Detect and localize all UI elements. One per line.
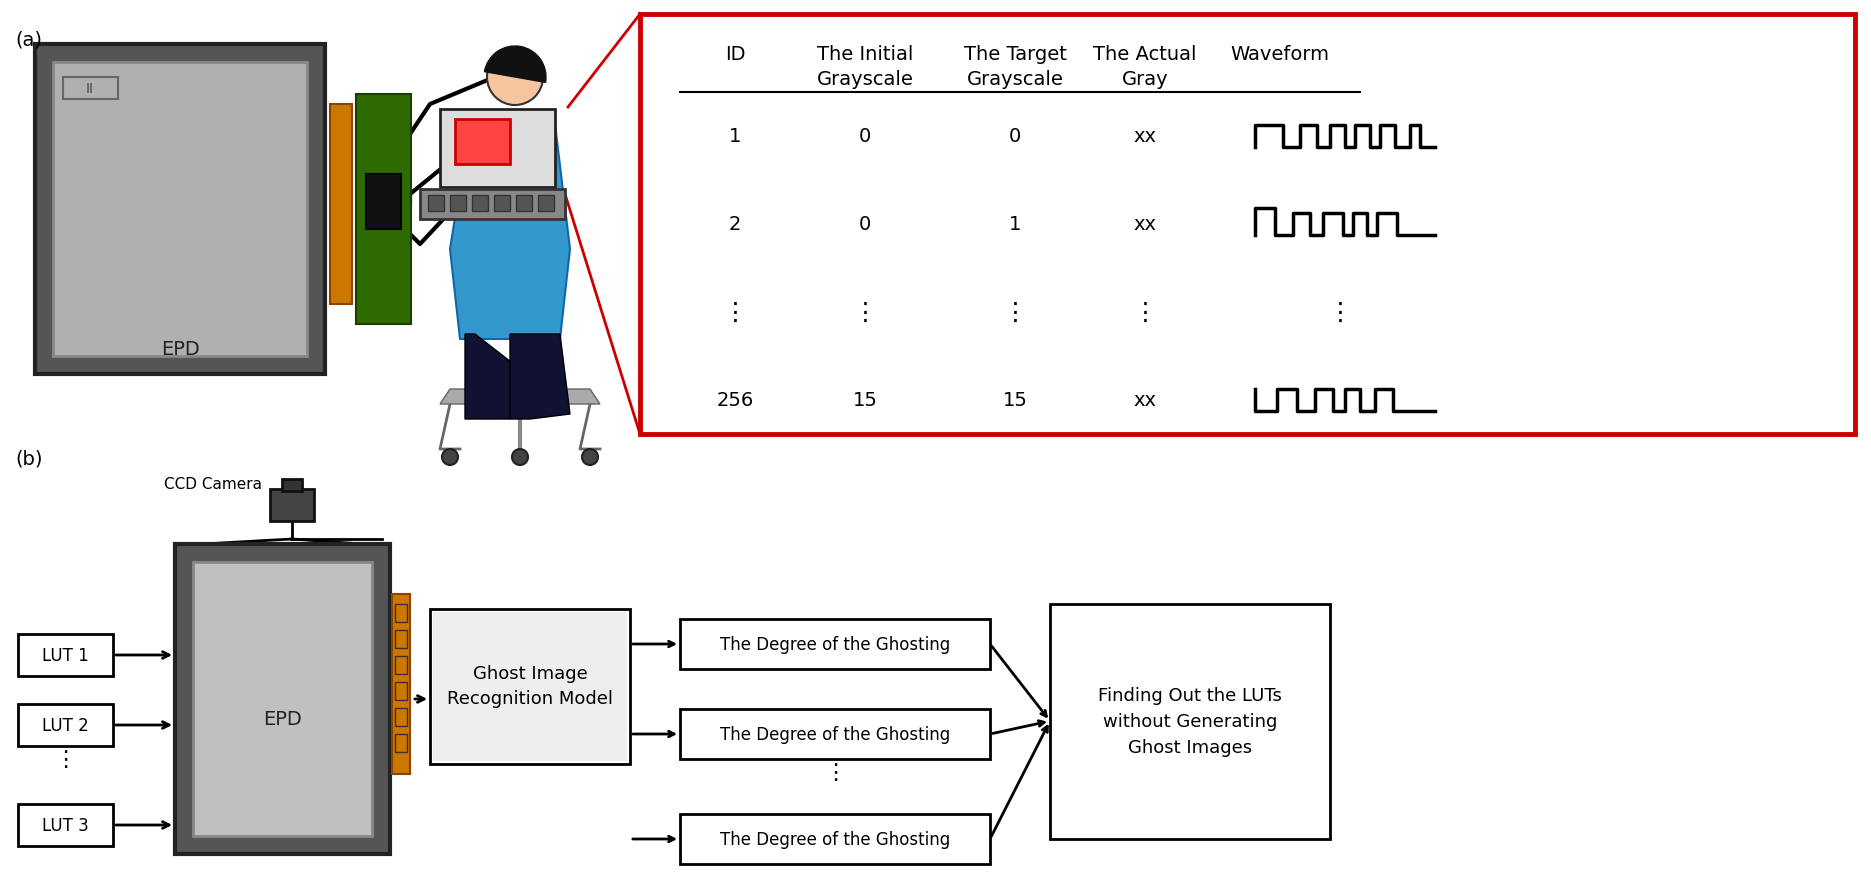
Text: 15: 15 <box>1003 391 1027 410</box>
FancyBboxPatch shape <box>283 479 301 492</box>
Text: EPD: EPD <box>161 340 200 359</box>
Text: II: II <box>86 82 94 96</box>
FancyBboxPatch shape <box>395 709 408 726</box>
Text: 1: 1 <box>1008 215 1022 234</box>
FancyBboxPatch shape <box>19 704 112 746</box>
Text: The Degree of the Ghosting: The Degree of the Ghosting <box>720 725 950 743</box>
FancyBboxPatch shape <box>64 78 118 100</box>
Text: 256: 256 <box>717 391 754 410</box>
Text: xx: xx <box>1134 215 1156 234</box>
Text: 1: 1 <box>730 127 741 147</box>
FancyBboxPatch shape <box>640 15 1854 435</box>
Circle shape <box>513 450 528 465</box>
FancyBboxPatch shape <box>393 594 410 774</box>
Text: ⋮: ⋮ <box>722 300 748 325</box>
Text: Finding Out the LUTs
without Generating
Ghost Images: Finding Out the LUTs without Generating … <box>1098 686 1282 757</box>
FancyBboxPatch shape <box>52 63 307 356</box>
FancyBboxPatch shape <box>539 196 554 212</box>
FancyBboxPatch shape <box>432 612 627 761</box>
FancyBboxPatch shape <box>36 45 326 375</box>
Text: ⋮: ⋮ <box>54 749 77 769</box>
FancyBboxPatch shape <box>419 190 565 220</box>
Polygon shape <box>466 335 520 420</box>
FancyBboxPatch shape <box>430 609 631 764</box>
Circle shape <box>582 450 599 465</box>
FancyBboxPatch shape <box>19 634 112 676</box>
Text: (b): (b) <box>15 450 43 469</box>
Text: LUT 3: LUT 3 <box>41 816 88 834</box>
Text: xx: xx <box>1134 127 1156 147</box>
Text: 0: 0 <box>859 127 872 147</box>
Text: LUT 2: LUT 2 <box>41 716 88 734</box>
Text: ⋮: ⋮ <box>1132 300 1158 325</box>
Text: ⋮: ⋮ <box>823 762 846 782</box>
Text: ⋮: ⋮ <box>1003 300 1027 325</box>
FancyBboxPatch shape <box>395 682 408 700</box>
FancyBboxPatch shape <box>395 734 408 752</box>
Circle shape <box>486 50 543 106</box>
FancyBboxPatch shape <box>19 804 112 846</box>
Text: EPD: EPD <box>262 709 301 729</box>
Circle shape <box>442 450 458 465</box>
Text: ⋮: ⋮ <box>1328 300 1353 325</box>
Text: The Initial
Grayscale: The Initial Grayscale <box>816 45 913 89</box>
FancyBboxPatch shape <box>176 544 389 854</box>
FancyBboxPatch shape <box>367 175 400 230</box>
FancyBboxPatch shape <box>451 196 466 212</box>
Text: The Degree of the Ghosting: The Degree of the Ghosting <box>720 830 950 848</box>
Text: Ghost Image
Recognition Model: Ghost Image Recognition Model <box>447 665 614 708</box>
FancyBboxPatch shape <box>679 709 990 759</box>
Text: The Degree of the Ghosting: The Degree of the Ghosting <box>720 636 950 653</box>
Polygon shape <box>440 390 601 405</box>
FancyBboxPatch shape <box>269 489 314 522</box>
FancyBboxPatch shape <box>428 196 443 212</box>
Text: 2: 2 <box>730 215 741 234</box>
Wedge shape <box>485 47 546 83</box>
Text: 0: 0 <box>859 215 872 234</box>
Text: ⋮: ⋮ <box>853 300 877 325</box>
FancyBboxPatch shape <box>679 619 990 669</box>
Text: xx: xx <box>1134 391 1156 410</box>
FancyBboxPatch shape <box>355 95 412 325</box>
FancyBboxPatch shape <box>455 120 511 165</box>
Text: (a): (a) <box>15 30 41 49</box>
Polygon shape <box>451 125 571 340</box>
Text: CCD Camera: CCD Camera <box>165 477 262 492</box>
Text: Waveform: Waveform <box>1231 45 1330 64</box>
Text: 15: 15 <box>853 391 877 410</box>
Text: The Actual
Gray: The Actual Gray <box>1093 45 1197 89</box>
FancyBboxPatch shape <box>395 630 408 648</box>
FancyBboxPatch shape <box>440 110 556 188</box>
FancyBboxPatch shape <box>471 196 488 212</box>
FancyBboxPatch shape <box>329 104 352 305</box>
FancyBboxPatch shape <box>494 196 511 212</box>
FancyBboxPatch shape <box>395 656 408 674</box>
FancyBboxPatch shape <box>193 563 372 836</box>
FancyBboxPatch shape <box>1050 604 1330 839</box>
FancyBboxPatch shape <box>395 604 408 623</box>
Text: The Target
Grayscale: The Target Grayscale <box>964 45 1066 89</box>
FancyBboxPatch shape <box>516 196 531 212</box>
Text: ID: ID <box>724 45 745 64</box>
FancyBboxPatch shape <box>679 814 990 864</box>
Polygon shape <box>511 335 571 420</box>
Text: LUT 1: LUT 1 <box>41 646 88 665</box>
Text: 0: 0 <box>1008 127 1022 147</box>
